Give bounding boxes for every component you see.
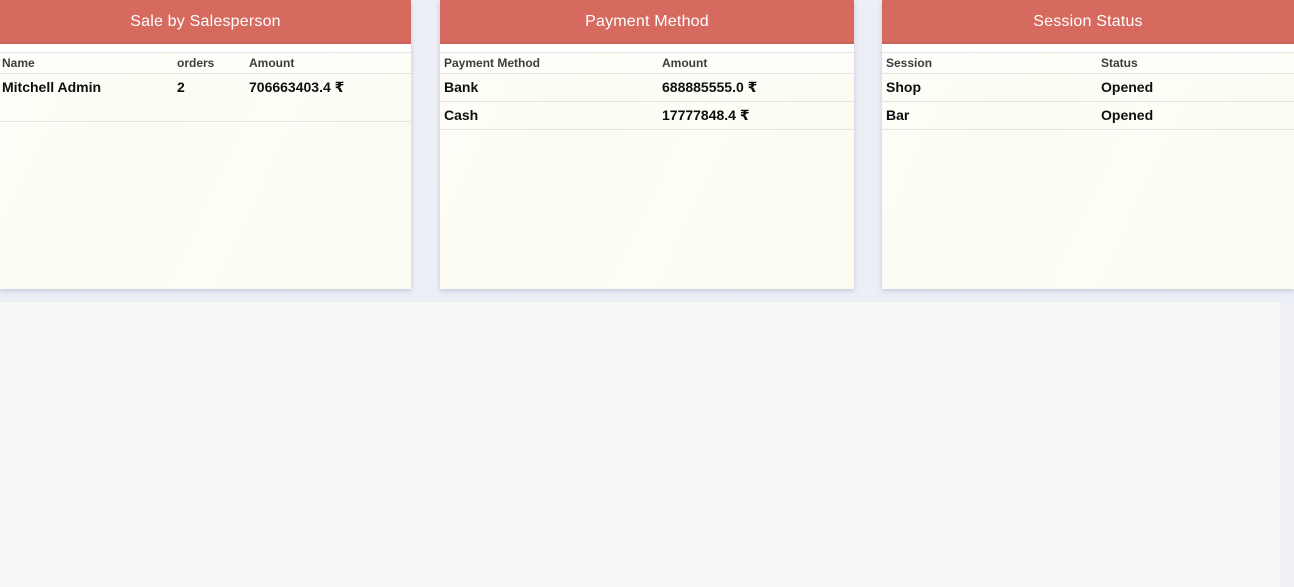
table-row: Bar Opened <box>882 102 1294 130</box>
salesperson-name-cell: Mitchell Admin <box>2 79 102 95</box>
payment-method-cell: Cash <box>444 107 479 123</box>
card-title: Sale by Salesperson <box>130 13 281 30</box>
table-row: Cash 17777848.4 ₹ <box>440 102 854 130</box>
session-status-table: Session Status Shop Opened Bar Opened <box>882 52 1294 130</box>
card-title: Session Status <box>1033 13 1143 30</box>
column-header-session: Session <box>886 56 933 70</box>
sale-by-salesperson-table: Name orders Amount Mitchell Admin 2 7066… <box>0 52 411 122</box>
table-header-row: Name orders Amount <box>0 52 411 74</box>
card-header-separator <box>0 44 411 52</box>
column-header-status: Status <box>1101 56 1138 70</box>
card-header: Sale by Salesperson <box>0 0 411 44</box>
amount-cell: 688885555.0 ₹ <box>662 79 758 95</box>
card-sale-by-salesperson: Sale by Salesperson Name orders Amount M… <box>0 0 411 289</box>
dashboard-bottom-section <box>0 302 1294 587</box>
table-header-row: Payment Method Amount <box>440 52 854 74</box>
table-header-row: Session Status <box>882 52 1294 74</box>
column-header-amount: Amount <box>249 56 295 70</box>
card-header: Payment Method <box>440 0 854 44</box>
column-header-name: Name <box>2 56 35 70</box>
session-status-cell: Opened <box>1101 107 1154 123</box>
empty-content-panel <box>0 302 1280 587</box>
column-header-payment-method: Payment Method <box>444 56 541 70</box>
card-header: Session Status <box>882 0 1294 44</box>
orders-count-cell: 2 <box>177 79 185 95</box>
card-title: Payment Method <box>585 13 709 30</box>
payment-method-cell: Bank <box>444 79 479 95</box>
amount-cell: 17777848.4 ₹ <box>662 107 750 123</box>
session-name-cell: Bar <box>886 107 910 123</box>
card-payment-method: Payment Method Payment Method Amount Ban… <box>440 0 854 289</box>
card-header-separator <box>882 44 1294 52</box>
column-header-amount: Amount <box>662 56 708 70</box>
session-status-cell: Opened <box>1101 79 1154 95</box>
dashboard-top-section: Sale by Salesperson Name orders Amount M… <box>0 0 1294 302</box>
table-row: Bank 688885555.0 ₹ <box>440 74 854 102</box>
column-header-orders: orders <box>177 56 215 70</box>
session-name-cell: Shop <box>886 79 921 95</box>
payment-method-table: Payment Method Amount Bank 688885555.0 ₹… <box>440 52 854 130</box>
card-header-separator <box>440 44 854 52</box>
card-session-status: Session Status Session Status Shop Opene… <box>882 0 1294 289</box>
table-row: Shop Opened <box>882 74 1294 102</box>
amount-cell: 706663403.4 ₹ <box>249 79 345 95</box>
table-row: Mitchell Admin 2 706663403.4 ₹ <box>0 74 411 122</box>
